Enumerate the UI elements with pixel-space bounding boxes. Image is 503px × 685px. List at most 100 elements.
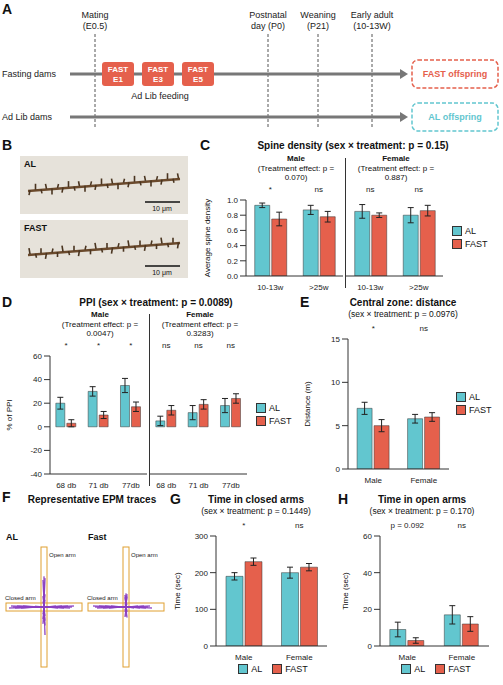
svg-text:0.8: 0.8 [227,211,239,220]
svg-text:100: 100 [195,605,209,614]
svg-text:77db: 77db [122,481,140,490]
svg-text:*: * [242,522,245,530]
svg-text:ns: ns [420,325,428,333]
svg-text:ns: ns [415,186,423,194]
svg-text:0.2: 0.2 [227,257,239,266]
svg-text:E5: E5 [193,75,203,84]
html-text:Time in closed arms: Time in closed arms [208,494,304,505]
svg-text:FAST: FAST [24,223,48,233]
svg-text:Fasting dams: Fasting dams [2,69,57,79]
svg-text:60: 60 [363,532,372,541]
svg-text:40: 40 [363,569,372,578]
svg-text:AL offspring: AL offspring [428,112,481,122]
html-text:(Treatment effect: p = 0.070): (Treatment effect: p = 0.070) [257,163,335,182]
svg-text:*: * [65,342,68,350]
html-text:B: B [2,137,13,153]
svg-text:60: 60 [33,352,42,361]
svg-text:300: 300 [195,532,209,541]
svg-text:ns: ns [315,186,323,194]
svg-text:FAST: FAST [148,65,169,74]
svg-text:0: 0 [368,642,373,651]
svg-text:71 db: 71 db [188,481,209,490]
svg-text:10: 10 [331,378,340,387]
svg-text:Female: Female [410,476,437,485]
svg-text:Female: Female [286,653,313,662]
svg-text:0.4: 0.4 [227,241,239,250]
svg-text:40: 40 [33,375,42,384]
html-text:Spine density (sex × treatment: Spine density (sex × treatment: p = 0.15… [257,140,449,151]
svg-text:20: 20 [363,605,372,614]
svg-text:ns: ns [227,342,235,350]
svg-text:(10-13W): (10-13W) [353,21,391,31]
svg-text:>25w: >25w [409,283,429,292]
svg-text:71 db: 71 db [88,481,109,490]
svg-text:10-13w: 10-13w [257,283,283,292]
svg-text:15: 15 [331,335,340,344]
svg-text:>25w: >25w [309,283,329,292]
svg-text:ns: ns [295,522,303,530]
svg-text:Weaning: Weaning [300,10,335,20]
svg-text:20: 20 [33,399,42,408]
html-text:G: G [170,491,181,507]
svg-text:0: 0 [336,465,341,474]
svg-text:*: * [372,325,375,333]
svg-text:10 μm: 10 μm [152,205,172,213]
svg-text:Open arm: Open arm [131,552,158,558]
svg-text:Mating: Mating [81,10,108,20]
svg-text:ns: ns [194,342,202,350]
svg-text:-20: -20 [30,446,42,455]
html-text:(Treatment effect: p = 0.3283): (Treatment effect: p = 0.3283) [161,319,239,338]
svg-text:200: 200 [195,569,209,578]
svg-text:-40: -40 [30,470,42,479]
svg-text:FAST: FAST [108,65,129,74]
svg-text:E1: E1 [113,75,123,84]
svg-text:Ad Lib dams: Ad Lib dams [2,112,53,122]
svg-text:AL: AL [24,159,36,169]
svg-text:*: * [97,342,100,350]
svg-text:0.6: 0.6 [227,226,239,235]
svg-text:*: * [269,186,272,194]
svg-text:Open arm: Open arm [49,552,76,558]
svg-text:0: 0 [204,642,209,651]
svg-text:*: * [129,342,132,350]
html-text:(Treatment effect: p = 0.0047): (Treatment effect: p = 0.0047) [61,319,139,338]
html-text:(Treatment effect: p = 0.887): (Treatment effect: p = 0.887) [357,163,435,182]
html-text:Representative EPM traces: Representative EPM traces [27,494,157,505]
svg-text:day (P0): day (P0) [251,21,285,31]
svg-text:FAST offspring: FAST offspring [423,69,488,79]
svg-text:Fast: Fast [88,532,107,542]
svg-text:Female: Female [448,653,475,662]
svg-text:Male: Male [365,476,383,485]
html-text:D: D [2,294,13,310]
svg-text:E3: E3 [153,75,163,84]
svg-text:FAST: FAST [188,65,209,74]
svg-text:10-13w: 10-13w [357,283,383,292]
svg-text:77db: 77db [222,481,240,490]
svg-text:(P21): (P21) [307,21,329,31]
svg-text:1.0: 1.0 [227,196,239,205]
svg-text:(E0.5): (E0.5) [83,21,108,31]
svg-text:Male: Male [235,653,253,662]
svg-text:10 μm: 10 μm [152,269,172,277]
svg-text:Postnatal: Postnatal [249,10,287,20]
svg-text:68 db: 68 db [156,481,177,490]
svg-text:ns: ns [458,522,466,530]
svg-text:68 db: 68 db [56,481,77,490]
svg-text:Ad Lib feeding: Ad Lib feeding [131,91,189,101]
svg-text:Male: Male [399,653,417,662]
svg-text:ns: ns [162,342,170,350]
svg-text:Early adult: Early adult [351,10,394,20]
svg-text:Closed arm: Closed arm [87,595,118,601]
svg-text:p = 0.092: p = 0.092 [390,522,424,530]
html-text:A: A [2,1,13,17]
html-text:PPI (sex × treatment: p = 0.00: PPI (sex × treatment: p = 0.0089) [79,297,233,308]
svg-text:5: 5 [336,422,341,431]
svg-text:0: 0 [38,423,43,432]
svg-text:Closed arm: Closed arm [5,595,36,601]
svg-text:AL: AL [6,532,18,542]
html-text:Central zone: distance: Central zone: distance [349,297,457,308]
svg-text:ns: ns [366,186,374,194]
html-text:H: H [338,491,349,507]
svg-text:0.0: 0.0 [227,272,239,281]
html-text:C: C [200,137,211,153]
